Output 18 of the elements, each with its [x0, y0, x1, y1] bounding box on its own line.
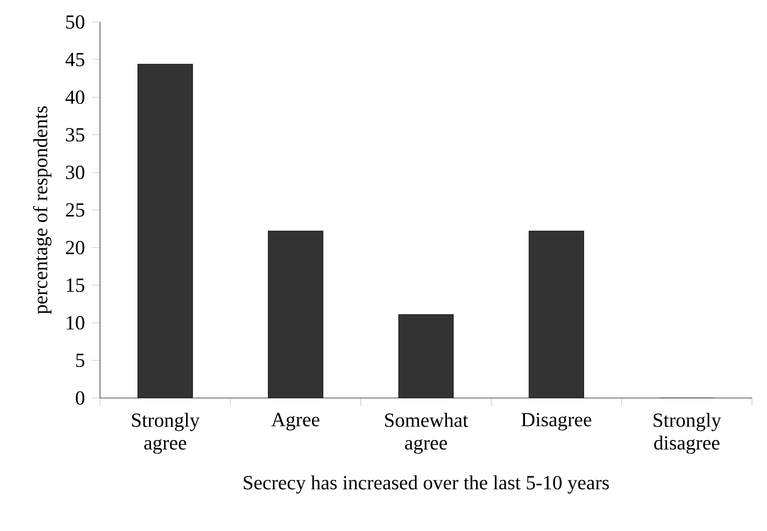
- y-tick-label: 10: [66, 316, 84, 330]
- y-tick-label: 25: [66, 203, 84, 217]
- y-tick-label: 40: [65, 90, 84, 104]
- y-tick-label: 20: [66, 240, 84, 254]
- y-tick-label: 45: [65, 52, 84, 66]
- x-axis-title: Secrecy has increased over the last 5-10 years: [244, 475, 609, 494]
- y-tick-label: 30: [66, 166, 84, 180]
- y-tick-label: 50: [66, 15, 84, 29]
- x-tick-label: Strongly agree: [132, 412, 200, 454]
- x-tick-label: Agree: [271, 412, 320, 430]
- x-tick-label: Strongly disagree: [654, 412, 722, 454]
- y-axis-title: percentage of respondents: [33, 106, 52, 314]
- y-tick-label: 0: [76, 391, 84, 405]
- y-tick-label: 35: [66, 128, 84, 142]
- x-tick-label: Somewhat agree: [385, 412, 468, 454]
- y-tick-label: 5: [76, 354, 84, 368]
- x-tick-label: Disagree: [521, 412, 592, 430]
- y-tick-label: 15: [66, 278, 84, 292]
